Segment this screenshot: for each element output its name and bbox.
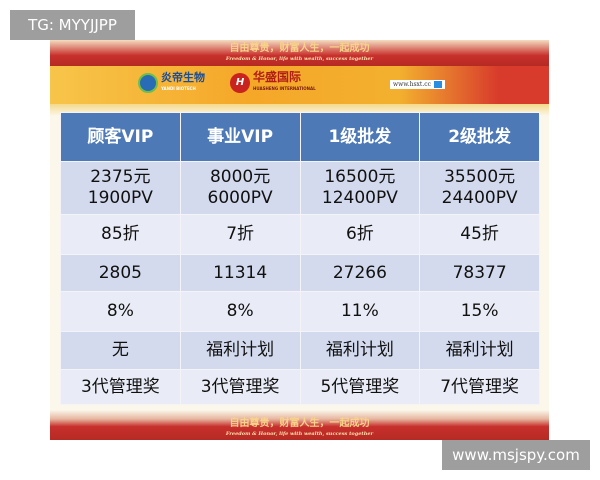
table-cell: 8000元 6000PV [179,161,301,215]
table-cell: 2375元 1900PV [60,161,181,215]
table-cell: 3代管理奖 [60,369,181,405]
table-cell: 福利计划 [419,331,540,370]
column-header: 顾客VIP [60,112,181,162]
cell-line: 78377 [452,262,507,283]
table-cell: 2805 [60,254,181,292]
url-text: www.hsxt.cc [393,81,431,88]
cell-line: 5代管理奖 [320,376,400,397]
cell-line: 3代管理奖 [80,376,160,397]
watermark: www.msjspy.com [442,440,590,470]
cell-line: 12400PV [321,188,398,208]
table-row: 85折 7折 6折 45折 [60,214,540,255]
column-header: 事业VIP [179,112,301,162]
cell-line: 8% [106,301,134,321]
cell-line: 福利计划 [325,340,394,360]
table-cell: 16500元 12400PV [299,161,421,215]
slogan-en: Freedom & Honor, life with wealth, succe… [225,431,374,437]
search-icon [433,81,442,88]
table-cell: 35500元 24400PV [419,161,540,215]
slogan-cn: 自由尊贵，财富人生，一起成功 [229,418,370,429]
top-banner-bar: 自由尊贵，财富人生，一起成功 Freedom & Honor, life with… [50,40,549,66]
table-cell: 福利计划 [179,331,301,370]
table-row: 2805 11314 27266 78377 [60,254,540,292]
table-cell: 78377 [419,254,540,292]
tier-table: 顾客VIP 事业VIP 1级批发 2级批发 2375元 1900PV 8000元 6000P… [60,112,540,405]
huasheng-logo: H 华盛国际 HUASHENG INTERNATIONAL [230,70,316,94]
bottom-banner-bar: 自由尊贵，财富人生，一起成功 Freedom & Honor, life with… [50,410,549,440]
table-row: 2375元 1900PV 8000元 6000PV 16500元 12400PV 35500… [60,161,540,215]
table-cell: 6折 [299,214,421,255]
cell-line: 3代管理奖 [200,376,280,397]
bottom-slogan: 自由尊贵，财富人生，一起成功 Freedom & Honor, life with… [50,418,549,440]
cell-line: 35500元 [444,167,516,187]
cell-line: 11314 [213,262,268,283]
logo1-cn: 炎帝生物 [161,71,205,84]
table-cell: 15% [419,291,540,332]
table-cell: 8% [60,291,181,332]
table-cell: 11% [299,291,421,332]
table-cell: 27266 [299,254,421,292]
table-cell: 无 [60,331,181,370]
slogan-cn: 自由尊贵，财富人生，一起成功 [229,43,370,54]
table-cell: 45折 [419,214,540,255]
cell-line: 福利计划 [206,340,275,360]
slogan-en: Freedom & Honor, life with wealth, succe… [225,56,374,62]
logo2-en: HUASHENG INTERNATIONAL [253,86,316,91]
url-box: www.hsxt.cc [390,80,445,89]
cell-line: 6000PV [207,188,273,208]
cell-line: 27266 [332,262,387,283]
top-slogan: 自由尊贵，财富人生，一起成功 Freedom & Honor, life with… [50,43,549,65]
table-cell: 3代管理奖 [179,369,301,405]
cell-line: 24400PV [441,188,518,208]
table-cell: 7折 [179,214,301,255]
table-cell: 11314 [179,254,301,292]
yandi-logo: 炎帝生物 YANDI BIOTECH [138,72,205,94]
slide-image: 自由尊贵，财富人生，一起成功 Freedom & Honor, life with… [50,40,549,440]
cell-line: 7折 [226,224,255,244]
cell-line: 2375元 [90,167,151,187]
table-row: 8% 8% 11% 15% [60,291,540,332]
cell-line: 6折 [345,224,374,244]
table-cell: 5代管理奖 [299,369,421,405]
yandi-logo-icon [138,73,158,93]
cell-line: 45折 [460,224,499,244]
cell-line: 8% [226,301,254,321]
table-cell: 7代管理奖 [419,369,540,405]
cell-line: 2805 [98,262,142,283]
cell-line: 11% [340,301,379,321]
cell-line: 16500元 [324,167,396,187]
table-cell: 8% [179,291,301,332]
cell-line: 福利计划 [445,340,514,360]
table-row: 无 福利计划 福利计划 福利计划 [60,331,540,370]
cell-line: 1900PV [87,188,153,208]
cell-line: 15% [460,301,499,321]
column-header: 1级批发 [299,112,421,162]
source-tag: TG: MYYJJPP [10,10,135,40]
table-cell: 福利计划 [299,331,421,370]
column-header: 2级批发 [419,112,540,162]
cell-line: 8000元 [209,167,271,187]
table-cell: 85折 [60,214,181,255]
table-row: 3代管理奖 3代管理奖 5代管理奖 7代管理奖 [60,369,540,405]
huasheng-logo-icon: H [230,73,250,93]
cell-line: 无 [111,340,129,360]
cell-line: 85折 [101,224,140,244]
logo2-cn: 华盛国际 [253,70,302,84]
cell-line: 7代管理奖 [440,376,520,397]
logo1-en: YANDI BIOTECH [161,86,196,91]
logo-banner [50,66,549,104]
